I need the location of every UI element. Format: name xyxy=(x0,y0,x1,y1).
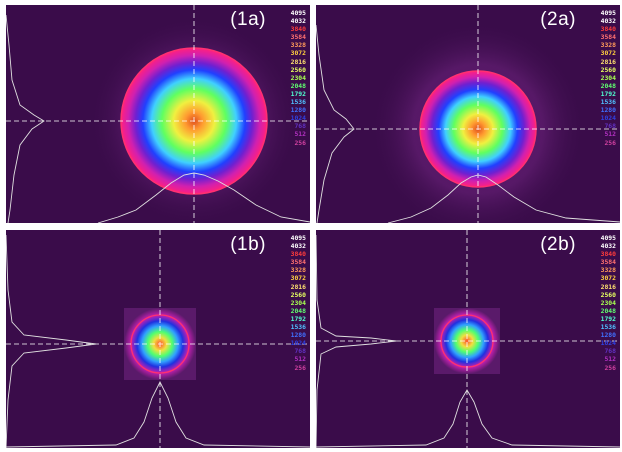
scale-label: 2048 xyxy=(290,306,306,315)
scale-label: 2048 xyxy=(290,81,306,90)
scale-label: 256 xyxy=(294,363,306,372)
scale-label: 3584 xyxy=(290,258,306,267)
scale-label: 4032 xyxy=(600,242,616,251)
scale-label: 3072 xyxy=(290,274,306,283)
scale-label: 2560 xyxy=(600,290,616,299)
scale-label: 4095 xyxy=(290,234,306,242)
scale-label: 3328 xyxy=(600,41,616,50)
scale-label: 2560 xyxy=(600,65,616,74)
scale-label: 3072 xyxy=(600,49,616,58)
beam-panel-1a: (1a) 4095 4032 3840 3584 3328 3072 2816 2560 230… xyxy=(6,5,310,223)
scale-label: 1792 xyxy=(290,89,306,98)
scale-label: 512 xyxy=(294,130,306,139)
scale-label: 2816 xyxy=(600,57,616,66)
scale-label: 2560 xyxy=(290,290,306,299)
vertical-profile-curve xyxy=(6,234,97,448)
scale-label: 1536 xyxy=(600,98,616,107)
beam-image-1a xyxy=(6,5,310,223)
scale-label: 1280 xyxy=(600,106,616,115)
scale-label: 1536 xyxy=(290,323,306,332)
vertical-profile-curve xyxy=(316,24,355,223)
scale-label: 1024 xyxy=(290,339,306,348)
panel-label: (1a) xyxy=(230,9,266,30)
scale-label: 1280 xyxy=(290,331,306,340)
beam-image-1b xyxy=(6,230,310,448)
scale-label: 512 xyxy=(604,130,616,139)
scale-label: 3328 xyxy=(600,266,616,275)
scale-label: 2560 xyxy=(290,65,306,74)
scale-label: 256 xyxy=(294,138,306,147)
scale-label: 3328 xyxy=(290,266,306,275)
scale-label: 4095 xyxy=(600,9,616,17)
scale-label: 3584 xyxy=(600,33,616,42)
scale-label: 3840 xyxy=(290,250,306,259)
beam-panel-2b: (2b) 4095 4032 3840 3584 3328 3072 2816 2560 230… xyxy=(316,230,620,448)
horizontal-profile-curve xyxy=(316,389,620,448)
scale-label: 2816 xyxy=(600,282,616,291)
intensity-scale: 4095 4032 3840 3584 3328 3072 2816 2560 2304 2048… xyxy=(578,234,616,372)
scale-label: 2304 xyxy=(600,73,616,82)
intensity-scale: 4095 4032 3840 3584 3328 3072 2816 2560 2304 2048… xyxy=(268,234,306,372)
panel-label: (2a) xyxy=(540,9,576,30)
beam-panel-1b: (1b) 4095 4032 3840 3584 3328 3072 2816 2560 230… xyxy=(6,230,310,448)
scale-label: 512 xyxy=(604,355,616,364)
scale-label: 2304 xyxy=(290,298,306,307)
scale-label: 2816 xyxy=(290,57,306,66)
panel-label: (2b) xyxy=(540,234,576,255)
scale-label: 3072 xyxy=(600,274,616,283)
scale-label: 512 xyxy=(294,355,306,364)
scale-label: 1024 xyxy=(290,114,306,123)
scale-label: 1280 xyxy=(600,331,616,340)
scale-label: 2816 xyxy=(290,282,306,291)
scale-label: 768 xyxy=(294,347,306,356)
horizontal-profile-curve xyxy=(97,172,310,223)
scale-label: 1536 xyxy=(600,323,616,332)
intensity-scale: 4095 4032 3840 3584 3328 3072 2816 2560 2304 2048… xyxy=(268,9,306,147)
scale-label: 1792 xyxy=(290,314,306,323)
scale-label: 2048 xyxy=(600,81,616,90)
scale-label: 3584 xyxy=(600,258,616,267)
scale-label: 1536 xyxy=(290,98,306,107)
scale-label: 3840 xyxy=(600,250,616,259)
horizontal-profile-curve xyxy=(6,380,310,448)
scale-label: 4095 xyxy=(290,9,306,17)
scale-label: 1024 xyxy=(600,114,616,123)
intensity-scale: 4095 4032 3840 3584 3328 3072 2816 2560 2304 2048… xyxy=(578,9,616,147)
scale-label: 4032 xyxy=(600,17,616,26)
panel-label: (1b) xyxy=(230,234,266,255)
scale-label: 1792 xyxy=(600,89,616,98)
vertical-profile-curve xyxy=(316,234,397,448)
scale-label: 2304 xyxy=(290,73,306,82)
beam-panel-2a: (2a) 4095 4032 3840 3584 3328 3072 2816 2560 230… xyxy=(316,5,620,223)
scale-label: 4032 xyxy=(290,17,306,26)
scale-label: 768 xyxy=(294,122,306,131)
beam-image-2a xyxy=(316,5,620,223)
scale-label: 1024 xyxy=(600,339,616,348)
scale-label: 2048 xyxy=(600,306,616,315)
scale-label: 3840 xyxy=(290,25,306,34)
scale-label: 256 xyxy=(604,138,616,147)
scale-label: 3584 xyxy=(290,33,306,42)
scale-label: 3840 xyxy=(600,25,616,34)
scale-label: 4095 xyxy=(600,234,616,242)
vertical-profile-curve xyxy=(6,14,45,223)
scale-label: 4032 xyxy=(290,242,306,251)
beam-spot xyxy=(434,308,500,374)
scale-label: 1280 xyxy=(290,106,306,115)
scale-label: 256 xyxy=(604,363,616,372)
scale-label: 2304 xyxy=(600,298,616,307)
scale-label: 3072 xyxy=(290,49,306,58)
scale-label: 768 xyxy=(604,122,616,131)
scale-label: 3328 xyxy=(290,41,306,50)
beam-image-2b xyxy=(316,230,620,448)
horizontal-profile-curve xyxy=(387,174,620,223)
scale-label: 768 xyxy=(604,347,616,356)
scale-label: 1792 xyxy=(600,314,616,323)
